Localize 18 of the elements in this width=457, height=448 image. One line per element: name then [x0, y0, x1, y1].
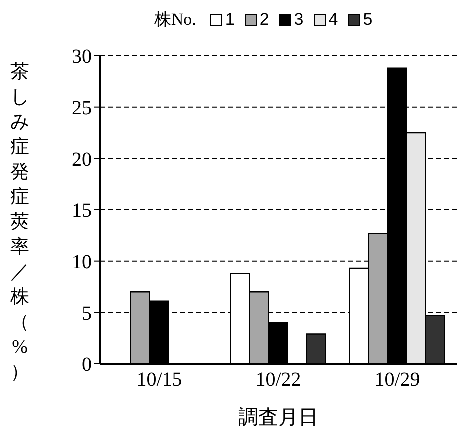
y-tick-label: 5: [82, 302, 92, 325]
x-axis-title: 調査月日: [238, 407, 318, 430]
legend-title: 株No.: [154, 9, 196, 31]
x-tick-label: 10/29: [374, 369, 420, 392]
y-tick-label: 10: [72, 251, 92, 274]
legend-label: 1: [224, 10, 235, 30]
y-tick-label: 0: [82, 354, 92, 376]
y-tick-label: 30: [72, 46, 92, 68]
legend-label: 4: [328, 10, 338, 30]
legend-label: 2: [258, 10, 270, 30]
x-tick-label: 10/22: [256, 369, 302, 392]
y-tick-label: 15: [72, 200, 92, 222]
text: 茶しみ症発症莢率／株（%）: [10, 62, 30, 383]
y-tick-label: 20: [72, 148, 92, 171]
legend-label: 5: [362, 10, 373, 30]
y-tick-label: 25: [72, 97, 92, 120]
x-tick-label: 10/15: [136, 369, 182, 392]
legend-label: 3: [293, 10, 304, 30]
